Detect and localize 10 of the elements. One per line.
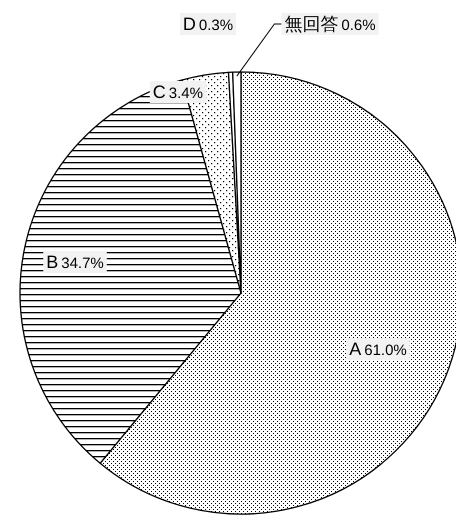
data-label: 34.7% [61,255,104,272]
data-label: 0.3% [198,17,234,34]
data-label: 0.6% [341,17,376,34]
slice-label: 無回答 [284,14,338,34]
slice-label: A [349,339,362,359]
slice-label: D [182,14,196,34]
slice-label: C [152,82,166,102]
data-label: 3.4% [168,85,203,102]
data-label: 61.0% [364,342,407,359]
slice-label: B [46,252,58,272]
